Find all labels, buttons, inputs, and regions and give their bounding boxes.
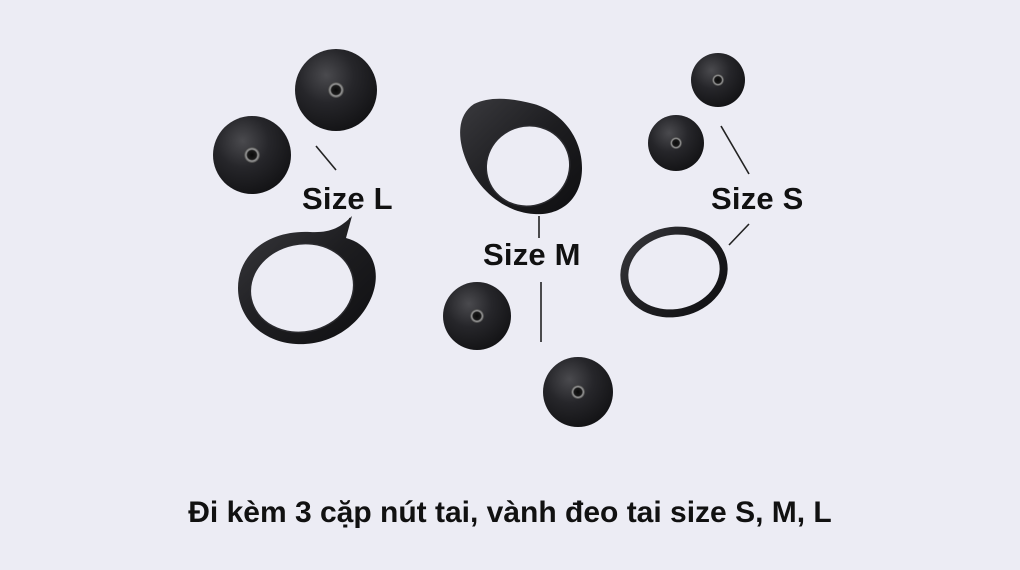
ear-tip-large-1 — [295, 49, 377, 131]
leader-lines-s — [720, 125, 750, 246]
size-m-label: Size M — [483, 237, 581, 272]
ear-hook-large — [238, 216, 376, 345]
caption: Đi kèm 3 cặp nút tai, vành đeo tai size … — [188, 496, 832, 529]
ear-tip-small-1 — [691, 53, 745, 107]
size-s-label: Size S — [711, 181, 804, 216]
ear-hook-small — [620, 226, 728, 318]
ear-tip-medium-2 — [543, 357, 613, 427]
ear-tip-large-2 — [213, 116, 291, 194]
leader-lines-l — [315, 145, 351, 237]
size-l-label: Size L — [302, 181, 393, 216]
ear-hook-medium — [460, 98, 582, 215]
leader-lines-m — [538, 216, 542, 342]
ear-tip-medium-1 — [443, 282, 511, 350]
ear-tip-small-2 — [648, 115, 704, 171]
